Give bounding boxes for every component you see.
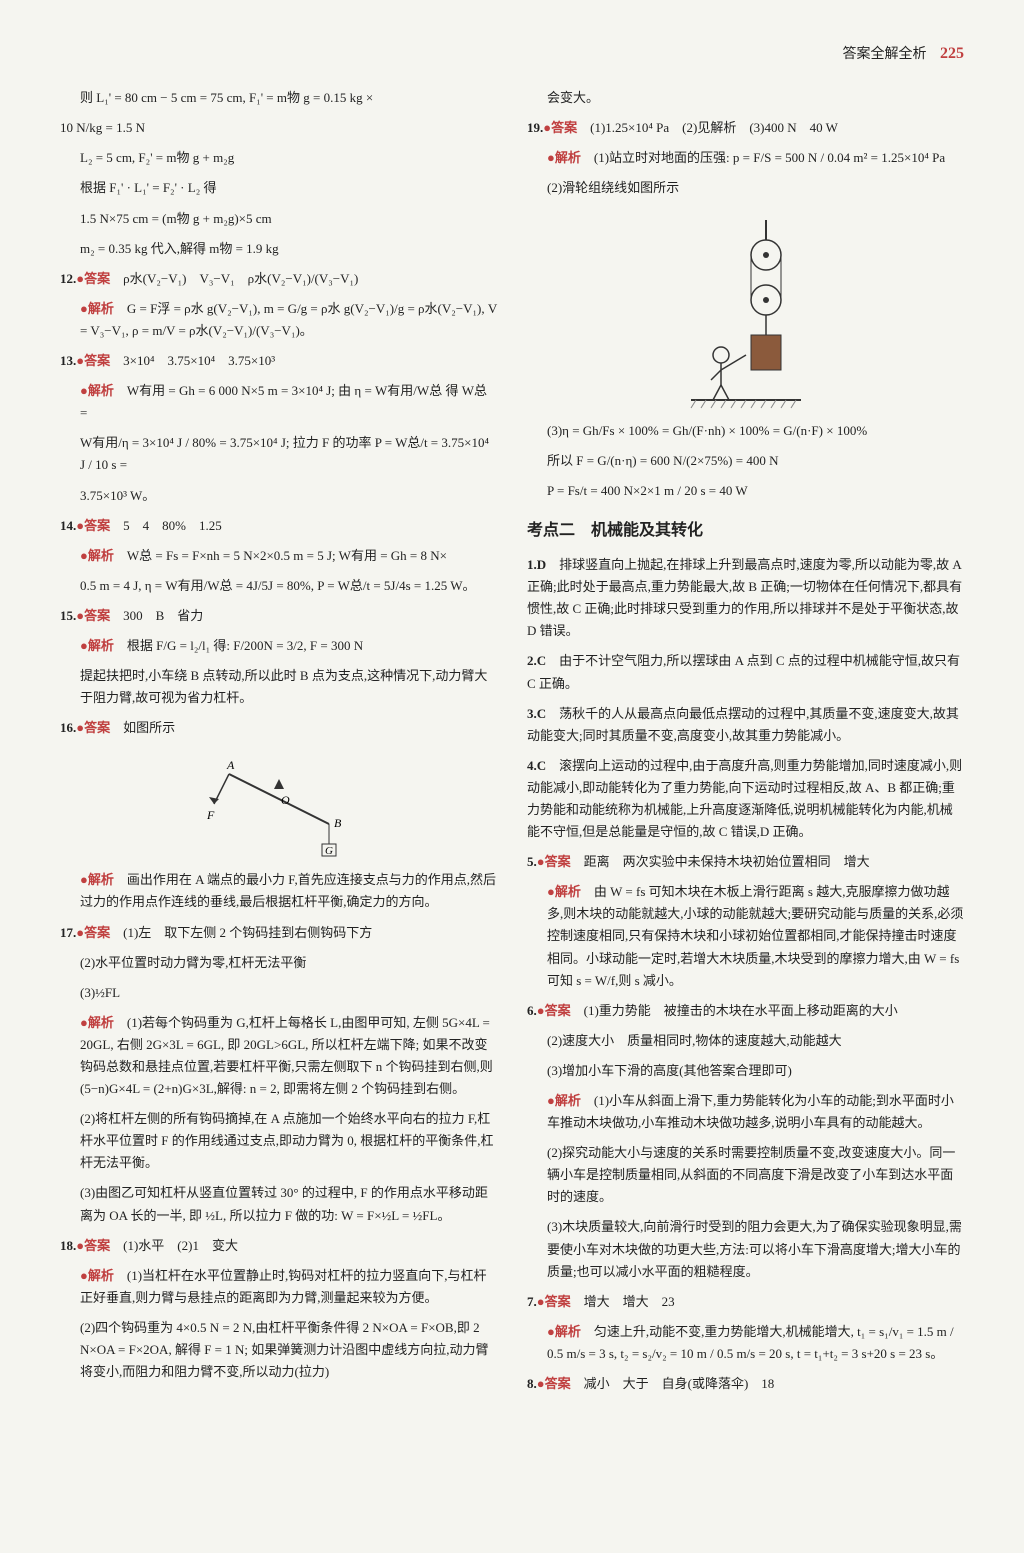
q15-exp2: 提起扶把时,小车绕 B 点转动,所以此时 B 点为支点,这种情况下,动力臂大于阻… — [60, 665, 497, 709]
q19-answer: 19.●答案 (1)1.25×10⁴ Pa (2)见解析 (3)400 N 40… — [527, 117, 964, 139]
q18-answer: 18.●答案 (1)水平 (2)1 变大 — [60, 1235, 497, 1257]
q18-exp2: (2)四个钩码重为 4×0.5 N = 2 N,由杠杆平衡条件得 2 N×OA … — [60, 1317, 497, 1383]
r1: 1.D 排球竖直向上抛起,在排球上升到最高点时,速度为零,所以动能为零,故 A … — [527, 554, 964, 642]
q13-exp2: W有用/η = 3×10⁴ J / 80% = 3.75×10⁴ J; 拉力 F… — [60, 432, 497, 476]
q11-line6: m₂ = 0.35 kg 代入,解得 m物 = 1.9 kg — [60, 238, 497, 260]
q17-ans3: (3)½FL — [60, 982, 497, 1004]
q13-exp3: 3.75×10³ W。 — [60, 485, 497, 507]
q18-cont: 会变大。 — [527, 87, 964, 109]
q19-exp3: (3)η = Gh/Fs × 100% = Gh/(F·nh) × 100% =… — [527, 420, 964, 442]
lever-diagram: A F O B G — [60, 749, 497, 859]
right-column: 会变大。 19.●答案 (1)1.25×10⁴ Pa (2)见解析 (3)400… — [527, 87, 964, 1403]
q15-answer: 15.●答案 300 B 省力 — [60, 605, 497, 627]
section2-title: 考点二 机械能及其转化 — [527, 517, 964, 544]
r7-explain: ●解析 匀速上升,动能不变,重力势能增大,机械能增大, t₁ = s₁/v₁ =… — [527, 1321, 964, 1365]
r6-ans3: (3)增加小车下滑的高度(其他答案合理即可) — [527, 1060, 964, 1082]
pulley-diagram — [527, 210, 964, 410]
q17-exp2: (2)将杠杆左侧的所有钩码摘掉,在 A 点施加一个始终水平向右的拉力 F,杠杆水… — [60, 1108, 497, 1174]
svg-text:A: A — [226, 758, 235, 772]
q11-line5: 1.5 N×75 cm = (m物 g + m₂g)×5 cm — [60, 208, 497, 230]
q11-line4: 根据 F₁' · L₁' = F₂' · L₂ 得 — [60, 177, 497, 199]
q13-answer: 13.●答案 3×10⁴ 3.75×10⁴ 3.75×10³ — [60, 350, 497, 372]
q12-explain: ●解析 G = F浮 = ρ水 g(V₂−V₁), m = G/g = ρ水 g… — [60, 298, 497, 342]
q11-line2: 10 N/kg = 1.5 N — [60, 117, 497, 139]
q14-explain: ●解析 W总 = Fs = F×nh = 5 N×2×0.5 m = 5 J; … — [60, 545, 497, 567]
r2: 2.C 由于不计空气阻力,所以摆球由 A 点到 C 点的过程中机械能守恒,故只有… — [527, 650, 964, 694]
r5-answer: 5.●答案 距离 两次实验中未保持木块初始位置相同 增大 — [527, 851, 964, 873]
r4: 4.C 滚摆向上运动的过程中,由于高度升高,则重力势能增加,同时速度减小,则动能… — [527, 755, 964, 843]
page-number: 225 — [940, 45, 964, 62]
q17-exp3: (3)由图乙可知杠杆从竖直位置转过 30° 的过程中, F 的作用点水平移动距离… — [60, 1182, 497, 1226]
q11-line1: 则 L₁' = 80 cm − 5 cm = 75 cm, F₁' = m物 g… — [60, 87, 497, 109]
header-title: 答案全解全析 — [843, 47, 927, 62]
svg-text:F: F — [206, 808, 215, 822]
q12-answer: 12.●答案 ρ水(V₂−V₁) V₃−V₁ ρ水(V₂−V₁)/(V₃−V₁) — [60, 268, 497, 290]
r3: 3.C 荡秋千的人从最高点向最低点摆动的过程中,其质量不变,速度变大,故其动能变… — [527, 703, 964, 747]
svg-text:G: G — [325, 845, 333, 857]
svg-text:B: B — [334, 816, 342, 830]
q14-answer: 14.●答案 5 4 80% 1.25 — [60, 515, 497, 537]
r6-exp3: (3)木块质量较大,向前滑行时受到的阻力会更大,为了确保实验现象明显,需要使小车… — [527, 1216, 964, 1282]
q19-exp2: (2)滑轮组绕线如图所示 — [527, 177, 964, 199]
r5-explain: ●解析 由 W = fs 可知木块在木板上滑行距离 s 越大,克服摩擦力做功越多… — [527, 881, 964, 991]
q17-explain: ●解析 (1)若每个钩码重为 G,杠杆上每格长 L,由图甲可知, 左侧 5G×4… — [60, 1012, 497, 1100]
r6-explain: ●解析 (1)小车从斜面上滑下,重力势能转化为小车的动能;到水平面时小车推动木块… — [527, 1090, 964, 1134]
q16-explain: ●解析 画出作用在 A 端点的最小力 F,首先应连接支点与力的作用点,然后过力的… — [60, 869, 497, 913]
q18-explain: ●解析 (1)当杠杆在水平位置静止时,钩码对杠杆的拉力竖直向下,与杠杆正好垂直,… — [60, 1265, 497, 1309]
r8-answer: 8.●答案 减小 大于 自身(或降落伞) 18 — [527, 1373, 964, 1395]
r6-answer: 6.●答案 (1)重力势能 被撞击的木块在水平面上移动距离的大小 — [527, 1000, 964, 1022]
q17-ans2: (2)水平位置时动力臂为零,杠杆无法平衡 — [60, 952, 497, 974]
q17-answer: 17.●答案 (1)左 取下左侧 2 个钩码挂到右侧钩码下方 — [60, 922, 497, 944]
q13-explain: ●解析 W有用 = Gh = 6 000 N×5 m = 3×10⁴ J; 由 … — [60, 380, 497, 424]
q15-explain: ●解析 根据 F/G = l₂/l₁ 得: F/200N = 3/2, F = … — [60, 635, 497, 657]
q14-exp2: 0.5 m = 4 J, η = W有用/W总 = 4J/5J = 80%, P… — [60, 575, 497, 597]
q11-line3: L₂ = 5 cm, F₂' = m物 g + m₂g — [60, 147, 497, 169]
svg-text:O: O — [281, 793, 290, 807]
r6-ans2: (2)速度大小 质量相同时,物体的速度越大,动能越大 — [527, 1030, 964, 1052]
r6-exp2: (2)探究动能大小与速度的关系时需要控制质量不变,改变速度大小。同一辆小车是控制… — [527, 1142, 964, 1208]
q19-exp4: 所以 F = G/(n·η) = 600 N/(2×75%) = 400 N — [527, 450, 964, 472]
q19-exp5: P = Fs/t = 400 N×2×1 m / 20 s = 40 W — [527, 480, 964, 502]
q19-explain: ●解析 (1)站立时对地面的压强: p = F/S = 500 N / 0.04… — [527, 147, 964, 169]
left-column: 则 L₁' = 80 cm − 5 cm = 75 cm, F₁' = m物 g… — [60, 87, 497, 1403]
r7-answer: 7.●答案 增大 增大 23 — [527, 1291, 964, 1313]
q16-answer: 16.●答案 如图所示 — [60, 717, 497, 739]
